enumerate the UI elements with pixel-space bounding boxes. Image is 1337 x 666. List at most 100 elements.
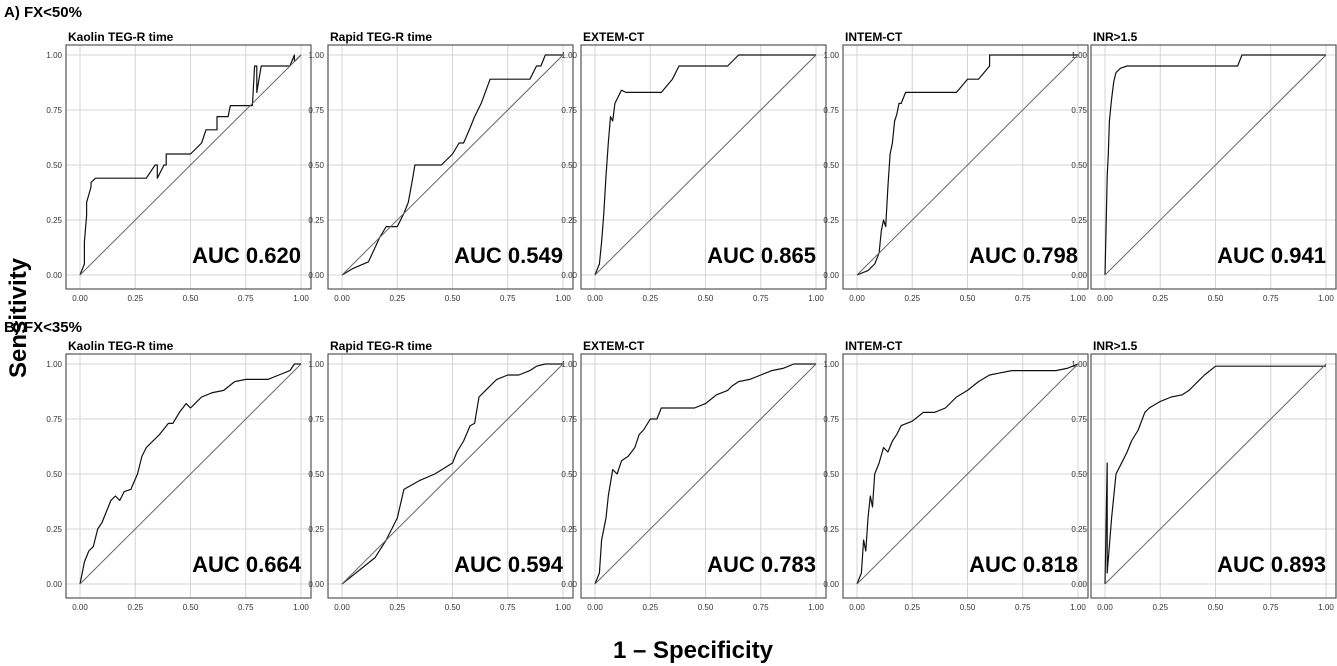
y-tick-label: 0.00 bbox=[1071, 580, 1087, 589]
y-tick-label: 0.50 bbox=[561, 161, 577, 170]
y-axis-title: Sensitivity bbox=[5, 257, 32, 378]
y-tick-label: 1.00 bbox=[46, 360, 62, 369]
x-tick-label: 0.00 bbox=[334, 603, 350, 612]
y-tick-label: 1.00 bbox=[1071, 51, 1087, 60]
x-tick-label: 0.50 bbox=[960, 603, 976, 612]
x-tick-label: 0.25 bbox=[904, 294, 920, 303]
x-tick-label: 0.00 bbox=[1097, 294, 1113, 303]
auc-annotation: AUC 0.664 bbox=[192, 552, 302, 577]
x-tick-label: 0.00 bbox=[72, 294, 88, 303]
auc-annotation: AUC 0.893 bbox=[1217, 552, 1326, 577]
roc-curve bbox=[341, 54, 563, 276]
x-tick-label: 0.75 bbox=[500, 603, 516, 612]
x-tick-label: 1.00 bbox=[808, 603, 824, 612]
reference-diagonal bbox=[79, 54, 302, 276]
auc-annotation: AUC 0.594 bbox=[454, 552, 564, 577]
y-tick-label: 0.50 bbox=[46, 470, 62, 479]
x-tick-label: 0.25 bbox=[127, 603, 143, 612]
roc-panel: Rapid TEG-R time 0.00 0.25 0.50 0.75 1.00 0.00… bbox=[308, 339, 574, 612]
x-tick-label: 0.75 bbox=[238, 294, 254, 303]
roc-panel: INR>1.5 0.00 0.25 0.50 0.75 1.00 0.00 0.25 0.50 0… bbox=[1071, 30, 1337, 303]
y-tick-label: 0.00 bbox=[823, 580, 839, 589]
x-tick-label: 0.50 bbox=[698, 603, 714, 612]
y-tick-label: 0.50 bbox=[823, 161, 839, 170]
panel-title: Rapid TEG-R time bbox=[330, 30, 432, 44]
x-tick-label: 0.75 bbox=[1015, 294, 1031, 303]
roc-panel: Kaolin TEG-R time 0.00 0.25 0.50 0.75 1.00 0.0… bbox=[46, 339, 312, 612]
panel-frame bbox=[1090, 44, 1337, 290]
roc-curve bbox=[79, 363, 301, 585]
panels-container: Kaolin TEG-R time 0.00 0.25 0.50 0.75 1.00 0.0… bbox=[46, 30, 1337, 612]
panel-title: INR>1.5 bbox=[1093, 30, 1138, 44]
x-tick-label: 0.50 bbox=[1208, 603, 1224, 612]
x-tick-label: 0.50 bbox=[960, 294, 976, 303]
y-tick-label: 0.50 bbox=[561, 470, 577, 479]
x-tick-label: 1.00 bbox=[1070, 603, 1086, 612]
reference-diagonal bbox=[594, 363, 817, 585]
x-tick-label: 0.50 bbox=[183, 294, 199, 303]
y-tick-label: 0.25 bbox=[46, 216, 62, 225]
y-tick-label: 0.25 bbox=[1071, 525, 1087, 534]
y-tick-label: 0.00 bbox=[46, 580, 62, 589]
reference-diagonal bbox=[79, 363, 302, 585]
auc-annotation: AUC 0.783 bbox=[707, 552, 816, 577]
reference-diagonal bbox=[1104, 363, 1327, 585]
reference-diagonal bbox=[856, 363, 1079, 585]
panel-frame bbox=[842, 44, 1089, 290]
x-tick-label: 0.50 bbox=[445, 603, 461, 612]
x-tick-label: 0.00 bbox=[849, 294, 865, 303]
panel-title: Kaolin TEG-R time bbox=[68, 30, 174, 44]
roc-curve bbox=[1104, 365, 1326, 585]
panel-frame bbox=[1090, 353, 1337, 599]
panel-frame bbox=[580, 353, 827, 599]
x-tick-label: 0.50 bbox=[1208, 294, 1224, 303]
panel-frame bbox=[842, 353, 1089, 599]
y-tick-label: 0.50 bbox=[1071, 161, 1087, 170]
y-tick-label: 0.50 bbox=[46, 161, 62, 170]
panel-frame bbox=[580, 44, 827, 290]
x-tick-label: 0.25 bbox=[904, 603, 920, 612]
x-tick-label: 0.25 bbox=[642, 294, 658, 303]
reference-diagonal bbox=[594, 54, 817, 276]
x-tick-label: 0.50 bbox=[183, 603, 199, 612]
y-tick-label: 0.50 bbox=[1071, 470, 1087, 479]
panel-frame bbox=[327, 353, 574, 599]
row-label-b: B) FX<35% bbox=[4, 319, 82, 336]
reference-diagonal bbox=[341, 363, 564, 585]
y-tick-label: 0.50 bbox=[823, 470, 839, 479]
y-tick-label: 0.75 bbox=[46, 415, 62, 424]
x-tick-label: 0.75 bbox=[1263, 603, 1279, 612]
x-tick-label: 0.25 bbox=[127, 294, 143, 303]
y-tick-label: 1.00 bbox=[823, 51, 839, 60]
y-tick-label: 0.25 bbox=[561, 216, 577, 225]
y-tick-label: 0.25 bbox=[823, 216, 839, 225]
auc-annotation: AUC 0.549 bbox=[454, 243, 563, 268]
y-tick-label: 0.00 bbox=[1071, 271, 1087, 280]
y-tick-label: 0.75 bbox=[823, 106, 839, 115]
roc-curve bbox=[1104, 54, 1326, 276]
y-tick-label: 0.00 bbox=[308, 580, 324, 589]
x-tick-label: 0.25 bbox=[1152, 294, 1168, 303]
roc-panel: INTEM-CT 0.00 0.25 0.50 0.75 1.00 0.00 0.25 0.50… bbox=[823, 30, 1089, 303]
y-tick-label: 0.25 bbox=[46, 525, 62, 534]
y-tick-label: 1.00 bbox=[561, 51, 577, 60]
roc-curve bbox=[856, 54, 1078, 276]
panel-title: INR>1.5 bbox=[1093, 339, 1138, 353]
panel-title: INTEM-CT bbox=[845, 339, 903, 353]
auc-annotation: AUC 0.941 bbox=[1217, 243, 1326, 268]
y-tick-label: 0.25 bbox=[308, 216, 324, 225]
y-tick-label: 0.00 bbox=[823, 271, 839, 280]
reference-diagonal bbox=[1104, 54, 1327, 276]
x-tick-label: 0.75 bbox=[1015, 603, 1031, 612]
y-tick-label: 0.75 bbox=[1071, 106, 1087, 115]
roc-curve bbox=[856, 363, 1079, 585]
y-tick-label: 0.50 bbox=[308, 161, 324, 170]
x-tick-label: 0.50 bbox=[698, 294, 714, 303]
x-tick-label: 1.00 bbox=[1318, 603, 1334, 612]
x-tick-label: 0.00 bbox=[587, 294, 603, 303]
x-tick-label: 0.00 bbox=[849, 603, 865, 612]
roc-panel: Kaolin TEG-R time 0.00 0.25 0.50 0.75 1.00 0.0… bbox=[46, 30, 312, 303]
y-tick-label: 0.25 bbox=[1071, 216, 1087, 225]
y-tick-label: 1.00 bbox=[308, 360, 324, 369]
roc-curve bbox=[79, 54, 302, 276]
